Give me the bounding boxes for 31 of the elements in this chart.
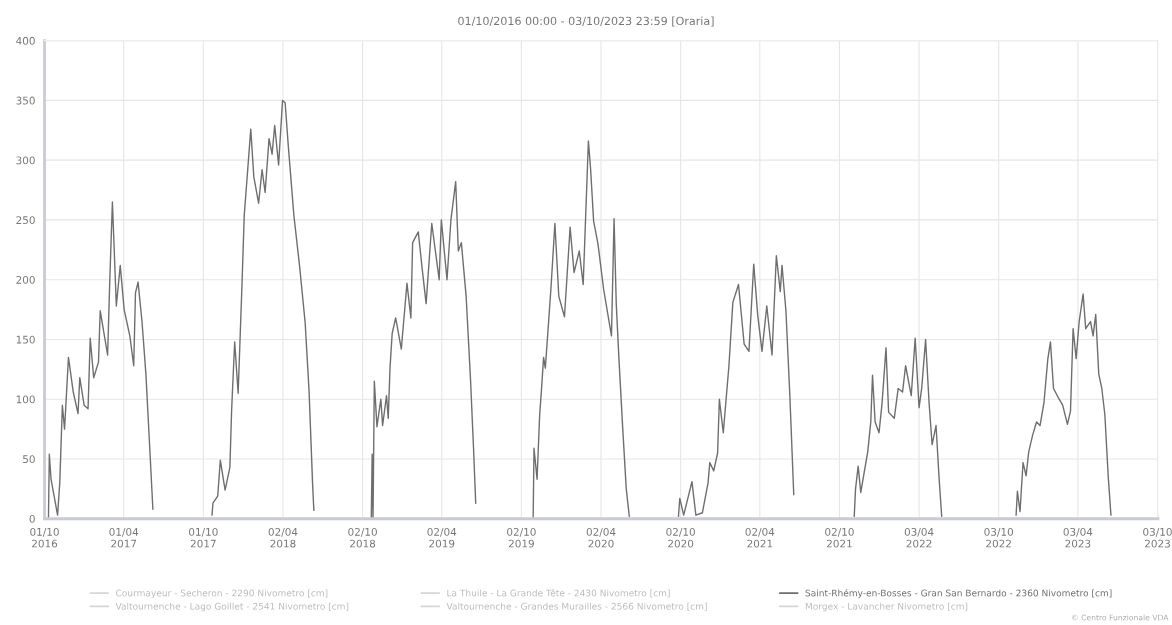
x-tick-label: 02/04 2018 [268, 527, 298, 548]
x-tick-label: 02/04 2019 [427, 527, 457, 548]
chart-title: 01/10/2016 00:00 - 03/10/2023 23:59 [Oraria] [458, 16, 714, 27]
y-tick-label: 200 [16, 275, 35, 284]
x-tick-label: 01/10 2017 [189, 527, 218, 548]
x-tick-label: 03/04 2023 [1063, 527, 1093, 548]
x-tick-label: 01/10 2016 [30, 527, 59, 548]
legend-label: Courmayeur - Secheron - 2290 Nivometro [cm] [116, 589, 328, 599]
x-tick-label: 03/10 2022 [984, 527, 1014, 548]
legend-label: La Thuile - La Grande Tête - 2430 Nivometro [cm] [447, 589, 670, 598]
x-tick-label: 02/10 2018 [348, 527, 377, 548]
x-tick-label: 01/04 2017 [109, 527, 139, 548]
legend-label: Valtournenche - Grandes Murailles - 2566 Nivometro [cm] [446, 602, 707, 611]
x-tick-label: 03/10 2023 [1143, 527, 1172, 548]
x-tick-label: 02/10 2021 [825, 527, 854, 548]
y-tick-label: 400 [16, 36, 35, 45]
y-tick-label: 0 [29, 514, 35, 523]
x-tick-label: 02/04 2021 [745, 527, 775, 548]
legend-label: Saint-Rhémy-en-Bosses - Gran San Bernardo - 2360 Nivometro [cm] [805, 589, 1112, 599]
y-tick-label: 100 [16, 395, 35, 404]
x-tick-label: 02/10 2019 [507, 527, 536, 548]
y-tick-label: 350 [16, 96, 35, 105]
y-tick-label: 250 [16, 216, 35, 225]
y-tick-label: 300 [16, 156, 35, 165]
x-tick-label: 02/10 2020 [666, 527, 695, 548]
legend-label: Morgex - Lavancher Nivometro [cm] [805, 602, 968, 612]
x-tick-label: 02/04 2020 [586, 527, 616, 548]
y-tick-label: 150 [16, 335, 35, 344]
legend-label: Valtournenche - Lago Goillet - 2541 Nivometro [cm] [115, 602, 349, 612]
x-tick-label: 03/04 2022 [904, 527, 934, 548]
y-tick-label: 50 [23, 455, 35, 464]
